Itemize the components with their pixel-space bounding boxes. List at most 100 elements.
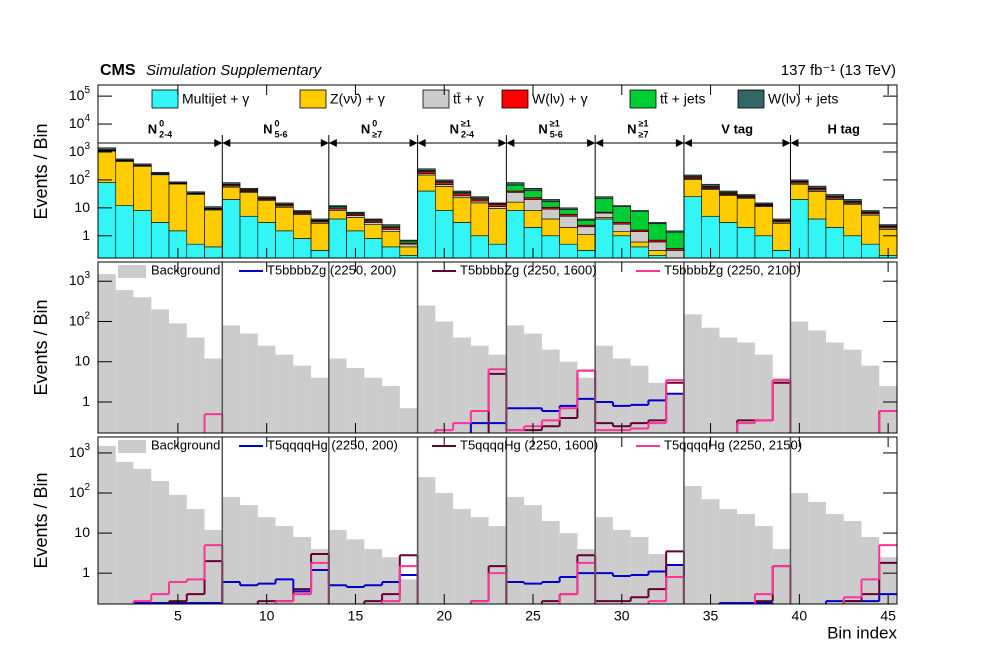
y-tick-label: 102 [69,310,91,328]
background-bar [151,309,170,433]
stack-segment [381,224,401,227]
stack-segment [346,217,365,232]
background-bar [133,297,152,433]
background-bar [169,323,187,433]
y-tick-base: 10 [69,143,85,159]
y-tick-base: 1 [82,393,90,409]
stack-segment [452,222,472,258]
region-label: N [148,121,157,136]
stack-segment [239,215,259,258]
stack-segment [523,188,543,192]
background-bar [772,549,791,604]
background-bar [311,377,329,433]
stack-segment [861,210,880,213]
background-bar [399,408,418,433]
y-tick-label: 104 [69,113,91,131]
y-tick-exp: 3 [84,442,90,453]
stack-segment [257,196,276,199]
background-bar [470,345,489,433]
legend-swatch [118,265,146,278]
background-bar [399,579,418,604]
stack-segment [630,210,649,231]
stack-segment [133,163,152,166]
stack-segment [452,197,472,223]
background-bar [186,337,205,433]
region-label: H tag [827,121,860,136]
stack-segment [115,158,134,161]
stack-segment [346,211,365,214]
region-label-sup: ≥1 [461,118,471,128]
stack-segment [399,243,418,248]
y-axis-title: Events / Bin [31,299,51,395]
stack-segment [577,226,596,235]
stack-segment [701,183,720,187]
stack-segment [825,194,845,197]
background-bar [98,274,116,433]
stack-segment [594,197,614,213]
plot-area [98,147,897,258]
arrow-head [214,139,231,147]
background-bar [754,354,773,433]
stack-segment [736,197,756,228]
stack-segment [736,227,756,258]
background-bar [435,493,454,604]
stack-segment [310,250,330,258]
legend-label: tt̄ + jets [660,91,706,107]
stack-segment [594,212,614,218]
stack-segment [168,181,188,184]
stack-segment [825,199,845,228]
stack-segment [736,194,756,197]
x-tick-label: 30 [614,608,630,624]
stack-segment [221,186,241,200]
y-axis-title: Events / Bin [31,472,51,568]
y-tick-label: 1 [82,226,90,242]
stack-segment [523,199,543,211]
y-tick-base: 10 [74,524,90,540]
plot-frame [97,84,898,259]
stack-segment [506,182,525,186]
y-tick-base: 1 [82,226,90,242]
background-bar [275,354,294,433]
stack-segment [133,165,152,211]
background-bar [541,521,560,604]
background-bar [382,557,400,604]
stack-segment [807,218,827,258]
background-bar [488,354,507,433]
stack-segment [612,206,631,223]
x-tick-label: 20 [436,608,452,624]
stack-segment [168,183,188,232]
stack-segment [488,204,507,207]
stack-segment [559,207,578,210]
background-bar [701,499,720,604]
stack-segment [364,238,383,258]
stack-segment [559,209,578,215]
stack-segment [417,168,436,171]
stack-segment [364,224,383,239]
background-bar [346,367,365,433]
stack-segment [506,192,525,203]
stack-segment [541,201,560,208]
y-tick-base: 10 [74,199,90,215]
legend-label: Z(νν̄) + γ [330,91,385,107]
background-bar [879,385,897,433]
stack-segment [577,234,596,251]
background-bar [204,529,223,604]
y-tick-exp: 3 [84,141,90,152]
legend-label: T5qqqqHg (2250, 1600) [460,437,598,452]
background-bar [577,549,596,604]
y-tick-base: 1 [82,564,90,580]
x-tick-label: 5 [174,608,182,624]
stack-segment [488,208,507,245]
stack-segment [790,183,809,200]
region-label-sub: ≥7 [372,129,382,139]
stack-segment [665,230,685,233]
stack-segment [98,147,117,151]
x-axis-title: Bin index [827,623,897,642]
background-bar [240,333,258,433]
y-tick-label: 1 [82,393,90,409]
background-bar [453,337,471,433]
stack-segment [470,235,489,258]
stack-segment [523,210,543,228]
stack-segment [275,202,294,205]
